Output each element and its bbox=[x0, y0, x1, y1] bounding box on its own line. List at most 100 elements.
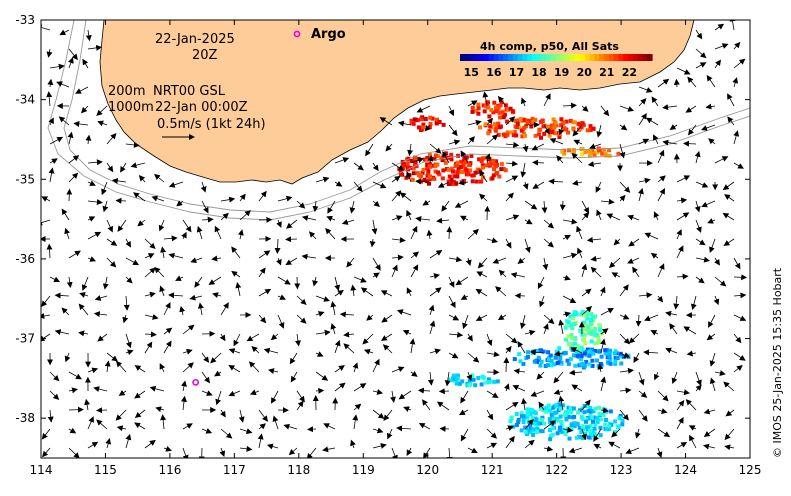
colorbar-segment bbox=[638, 54, 643, 61]
colorbar-segment bbox=[527, 54, 532, 61]
x-tick-label: 119 bbox=[352, 463, 375, 477]
sst-pixel bbox=[588, 150, 592, 154]
sst-pixel bbox=[585, 425, 589, 429]
sst-pixel bbox=[554, 121, 558, 125]
sst-pixel bbox=[544, 406, 548, 410]
sst-pixel bbox=[616, 356, 620, 360]
colorbar-segment bbox=[599, 54, 604, 61]
sst-pixel bbox=[412, 171, 416, 175]
sst-pixel bbox=[424, 117, 428, 121]
sst-pixel bbox=[524, 430, 528, 434]
sst-pixel bbox=[411, 178, 415, 182]
sst-pixel bbox=[522, 414, 526, 418]
sst-pixel bbox=[599, 433, 603, 437]
sst-pixel bbox=[454, 181, 458, 185]
sst-pixel bbox=[520, 428, 524, 432]
sst-pixel bbox=[618, 416, 622, 420]
colorbar-segment bbox=[609, 54, 614, 61]
colorbar-segment bbox=[498, 54, 503, 61]
colorbar-segment bbox=[628, 54, 633, 61]
sst-pixel bbox=[553, 411, 557, 415]
sst-pixel bbox=[435, 163, 439, 167]
colorbar-segment bbox=[570, 54, 575, 61]
sst-pixel bbox=[483, 109, 487, 113]
sst-pixel bbox=[600, 355, 604, 359]
sst-pixel bbox=[441, 168, 445, 172]
sst-pixel bbox=[590, 332, 594, 336]
sst-pixel bbox=[531, 120, 535, 124]
sst-pixel bbox=[582, 337, 586, 341]
x-tick-label: 124 bbox=[674, 463, 697, 477]
sst-pixel bbox=[550, 130, 554, 134]
sst-pixel bbox=[538, 364, 542, 368]
sst-pixel bbox=[554, 356, 558, 360]
sst-pixel bbox=[557, 419, 561, 423]
sst-pixel bbox=[568, 342, 572, 346]
sst-pixel bbox=[499, 103, 503, 107]
colorbar-segment bbox=[614, 54, 619, 61]
sst-pixel bbox=[573, 322, 577, 326]
sst-pixel bbox=[588, 354, 592, 358]
sst-pixel bbox=[495, 171, 499, 175]
sst-pixel bbox=[559, 415, 563, 419]
sst-pixel bbox=[526, 412, 530, 416]
sst-pixel bbox=[452, 374, 456, 378]
sst-pixel bbox=[494, 165, 498, 169]
sst-pixel bbox=[406, 162, 410, 166]
sst-pixel bbox=[567, 362, 571, 366]
sst-pixel bbox=[488, 124, 492, 128]
sst-pixel bbox=[484, 122, 488, 126]
sst-pixel bbox=[586, 128, 590, 132]
sst-pixel bbox=[587, 435, 591, 439]
sst-pixel bbox=[591, 352, 595, 356]
sst-pixel bbox=[539, 349, 543, 353]
sst-pixel bbox=[498, 116, 502, 120]
sst-pixel bbox=[505, 133, 509, 137]
sst-pixel bbox=[516, 122, 520, 126]
colorbar-tick-label: 17 bbox=[509, 66, 524, 79]
colorbar-segment bbox=[623, 54, 628, 61]
sst-pixel bbox=[541, 429, 545, 433]
sst-pixel bbox=[423, 178, 427, 182]
sst-pixel bbox=[580, 415, 584, 419]
current-arrow bbox=[506, 358, 507, 372]
sst-pixel bbox=[598, 412, 602, 416]
sst-pixel bbox=[590, 415, 594, 419]
sst-pixel bbox=[595, 416, 599, 420]
sst-pixel bbox=[566, 409, 570, 413]
argo-label: Argo bbox=[311, 27, 346, 42]
colorbar-segment bbox=[537, 54, 542, 61]
sst-pixel bbox=[455, 382, 459, 386]
colorbar-segment bbox=[508, 54, 513, 61]
x-tick-label: 116 bbox=[158, 463, 181, 477]
sst-pixel bbox=[559, 117, 563, 121]
sst-pixel bbox=[492, 380, 496, 384]
sst-pixel bbox=[562, 127, 566, 131]
sst-pixel bbox=[607, 355, 611, 359]
sst-pixel bbox=[541, 119, 545, 123]
sst-pixel bbox=[616, 152, 620, 156]
sst-pixel bbox=[472, 173, 476, 177]
x-tick-label: 123 bbox=[610, 463, 633, 477]
sst-pixel bbox=[558, 428, 562, 432]
sst-pixel bbox=[441, 176, 445, 180]
sst-pixel bbox=[551, 433, 555, 437]
colorbar-segment bbox=[546, 54, 551, 61]
sst-pixel bbox=[565, 324, 569, 328]
sst-pixel bbox=[450, 157, 454, 161]
sst-pixel bbox=[553, 125, 557, 129]
sst-pixel bbox=[557, 346, 561, 350]
colorbar-tick-label: 20 bbox=[577, 66, 593, 79]
current-arrow bbox=[308, 429, 316, 430]
sst-pixel bbox=[603, 423, 607, 427]
sst-pixel bbox=[604, 418, 608, 422]
sst-pixel bbox=[526, 407, 530, 411]
current-arrow bbox=[286, 239, 297, 240]
sst-pixel bbox=[607, 424, 611, 428]
sst-pixel bbox=[491, 159, 495, 163]
sst-pixel bbox=[509, 107, 513, 111]
sst-pixel bbox=[566, 131, 570, 135]
colorbar-title: 4h comp, p50, All Sats bbox=[480, 40, 619, 53]
sst-pixel bbox=[533, 360, 537, 364]
colorbar-segment bbox=[522, 54, 527, 61]
